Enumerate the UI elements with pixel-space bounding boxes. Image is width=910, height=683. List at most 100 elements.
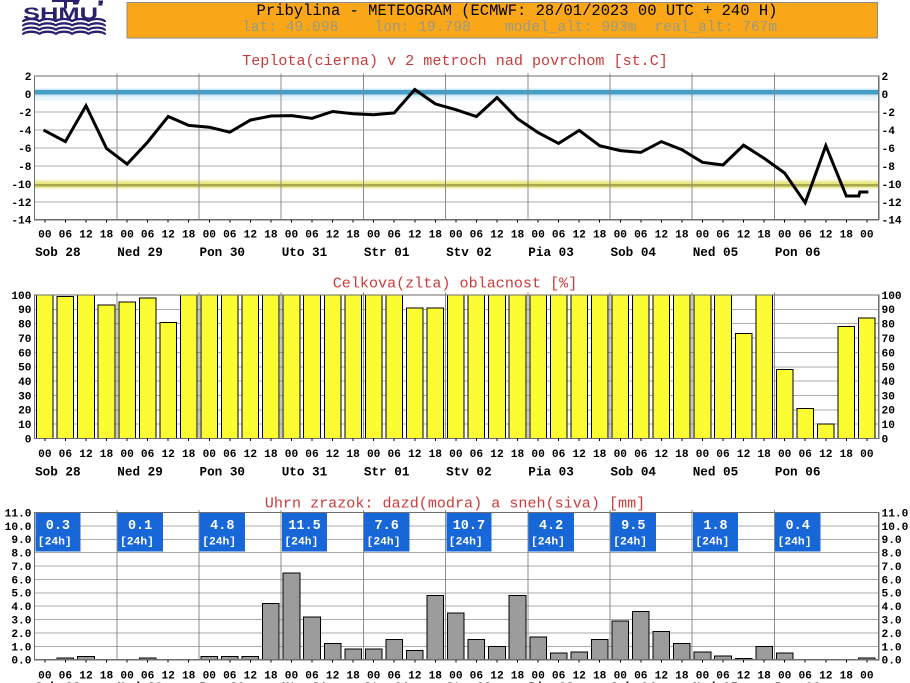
svg-text:-10: -10 bbox=[11, 180, 31, 192]
svg-text:4.8: 4.8 bbox=[210, 519, 234, 534]
svg-text:18: 18 bbox=[511, 230, 525, 242]
svg-text:18: 18 bbox=[100, 449, 114, 461]
svg-text:[24h]: [24h] bbox=[613, 537, 647, 549]
svg-text:06: 06 bbox=[634, 671, 648, 683]
svg-text:00: 00 bbox=[285, 671, 299, 683]
svg-text:12: 12 bbox=[490, 230, 504, 242]
svg-text:6.0: 6.0 bbox=[882, 575, 902, 587]
svg-text:06: 06 bbox=[798, 230, 812, 242]
svg-text:Str 01: Str 01 bbox=[364, 680, 410, 683]
svg-text:lon: 19.798: lon: 19.798 bbox=[375, 20, 471, 36]
svg-text:12: 12 bbox=[408, 449, 422, 461]
svg-text:-12: -12 bbox=[11, 198, 31, 210]
svg-text:Stv 02: Stv 02 bbox=[446, 680, 492, 683]
svg-text:10: 10 bbox=[18, 420, 32, 432]
svg-text:6.0: 6.0 bbox=[11, 575, 31, 587]
svg-text:00: 00 bbox=[696, 671, 710, 683]
svg-text:12: 12 bbox=[326, 230, 340, 242]
svg-text:100: 100 bbox=[882, 291, 902, 303]
svg-text:06: 06 bbox=[634, 230, 648, 242]
svg-text:06: 06 bbox=[59, 671, 73, 683]
svg-text:Uto 31: Uto 31 bbox=[282, 680, 328, 683]
svg-text:00: 00 bbox=[860, 449, 874, 461]
svg-text:06: 06 bbox=[59, 230, 73, 242]
svg-text:2.0: 2.0 bbox=[882, 629, 902, 641]
svg-text:Sob 04: Sob 04 bbox=[611, 465, 657, 480]
svg-text:06: 06 bbox=[223, 671, 237, 683]
svg-text:18: 18 bbox=[182, 449, 196, 461]
svg-text:12: 12 bbox=[490, 671, 504, 683]
svg-text:0: 0 bbox=[882, 434, 889, 446]
svg-text:12: 12 bbox=[655, 449, 669, 461]
svg-text:Pon 30: Pon 30 bbox=[200, 465, 246, 480]
svg-text:00: 00 bbox=[203, 230, 217, 242]
svg-text:00: 00 bbox=[38, 671, 52, 683]
svg-text:Uhrn zrazok: dazd(modra) a sne: Uhrn zrazok: dazd(modra) a sneh(siva) [m… bbox=[265, 495, 645, 513]
svg-text:30: 30 bbox=[18, 391, 32, 403]
svg-text:06: 06 bbox=[387, 449, 401, 461]
svg-text:Ned 05: Ned 05 bbox=[693, 680, 739, 683]
svg-text:18: 18 bbox=[511, 449, 525, 461]
svg-text:9.0: 9.0 bbox=[882, 535, 902, 547]
svg-text:12: 12 bbox=[655, 671, 669, 683]
svg-text:Ned 29: Ned 29 bbox=[117, 465, 163, 480]
svg-text:12: 12 bbox=[161, 671, 175, 683]
svg-text:-6: -6 bbox=[882, 144, 896, 156]
svg-text:80: 80 bbox=[18, 320, 32, 332]
svg-text:18: 18 bbox=[264, 230, 278, 242]
svg-text:00: 00 bbox=[203, 449, 217, 461]
svg-text:06: 06 bbox=[59, 449, 73, 461]
svg-text:Pia 03: Pia 03 bbox=[528, 465, 574, 480]
svg-text:50: 50 bbox=[18, 363, 32, 375]
svg-text:18: 18 bbox=[100, 230, 114, 242]
svg-text:8.0: 8.0 bbox=[882, 549, 902, 561]
svg-text:-8: -8 bbox=[18, 162, 32, 174]
svg-text:Celkova(zlta) oblacnost [%]: Celkova(zlta) oblacnost [%] bbox=[333, 275, 578, 293]
svg-text:12: 12 bbox=[408, 671, 422, 683]
svg-text:18: 18 bbox=[346, 671, 360, 683]
svg-text:06: 06 bbox=[470, 671, 484, 683]
svg-text:3.0: 3.0 bbox=[882, 616, 902, 628]
svg-text:00: 00 bbox=[531, 671, 545, 683]
svg-text:Pon 30: Pon 30 bbox=[200, 245, 246, 260]
svg-text:06: 06 bbox=[141, 671, 155, 683]
svg-text:Uto 31: Uto 31 bbox=[282, 465, 328, 480]
svg-text:12: 12 bbox=[572, 449, 586, 461]
svg-text:1.0: 1.0 bbox=[11, 642, 31, 654]
svg-text:Ned 29: Ned 29 bbox=[117, 680, 163, 683]
svg-text:60: 60 bbox=[18, 348, 32, 360]
svg-text:00: 00 bbox=[285, 449, 299, 461]
svg-text:Pon 30: Pon 30 bbox=[200, 680, 246, 683]
svg-text:00: 00 bbox=[778, 230, 792, 242]
svg-text:10.0: 10.0 bbox=[5, 522, 32, 534]
svg-text:12: 12 bbox=[737, 230, 751, 242]
svg-text:-4: -4 bbox=[882, 126, 896, 138]
svg-text:12: 12 bbox=[79, 671, 93, 683]
svg-text:Str 01: Str 01 bbox=[364, 465, 410, 480]
svg-text:Pia 03: Pia 03 bbox=[528, 245, 574, 260]
svg-text:00: 00 bbox=[614, 230, 628, 242]
svg-text:00: 00 bbox=[367, 671, 381, 683]
svg-text:Sob 04: Sob 04 bbox=[611, 680, 657, 683]
svg-text:18: 18 bbox=[264, 449, 278, 461]
svg-text:18: 18 bbox=[182, 230, 196, 242]
svg-text:12: 12 bbox=[326, 671, 340, 683]
svg-text:00: 00 bbox=[449, 449, 463, 461]
svg-text:12: 12 bbox=[326, 449, 340, 461]
svg-text:18: 18 bbox=[429, 671, 443, 683]
svg-text:00: 00 bbox=[285, 230, 299, 242]
svg-text:12: 12 bbox=[490, 449, 504, 461]
svg-text:0: 0 bbox=[882, 90, 889, 102]
svg-text:06: 06 bbox=[223, 230, 237, 242]
svg-text:Pia 03: Pia 03 bbox=[528, 680, 574, 683]
svg-text:06: 06 bbox=[470, 449, 484, 461]
svg-text:06: 06 bbox=[470, 230, 484, 242]
svg-text:00: 00 bbox=[531, 449, 545, 461]
svg-text:20: 20 bbox=[18, 406, 32, 418]
svg-text:[24h]: [24h] bbox=[38, 537, 72, 549]
svg-text:06: 06 bbox=[141, 230, 155, 242]
svg-text:Sob 04: Sob 04 bbox=[611, 245, 657, 260]
svg-text:18: 18 bbox=[675, 449, 689, 461]
svg-text:-2: -2 bbox=[882, 108, 896, 120]
svg-text:00: 00 bbox=[531, 230, 545, 242]
